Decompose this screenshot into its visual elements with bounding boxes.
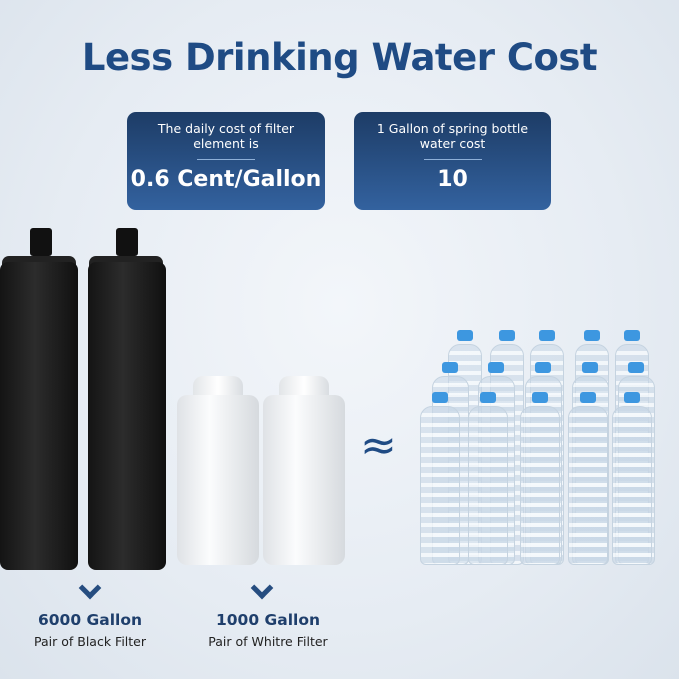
- bottle-cap: [532, 392, 548, 403]
- water-bottle: [468, 406, 508, 565]
- bottle-cap: [584, 330, 600, 341]
- water-bottle: [568, 406, 608, 565]
- card-label: 1 Gallon of spring bottle water cost: [376, 121, 529, 151]
- water-bottle: [612, 406, 652, 565]
- bottle-cap: [432, 392, 448, 403]
- chevron-down-icon: [78, 576, 102, 600]
- page-title: Less Drinking Water Cost: [81, 36, 598, 79]
- bottle-cap: [582, 362, 599, 373]
- approx-icon: ≈: [360, 420, 397, 471]
- bottle-cap: [535, 362, 552, 373]
- black-filter-label: Pair of Black Filter: [34, 634, 146, 649]
- water-bottle: [520, 406, 560, 565]
- divider: [423, 159, 482, 160]
- white-filter-capacity: 1000 Gallon: [215, 611, 321, 629]
- card-value: 0.6 Cent/Gallon: [130, 167, 322, 192]
- bottle-cap: [499, 330, 515, 341]
- bottle-cap: [457, 330, 473, 341]
- bottle-cap: [480, 392, 496, 403]
- bottle-cost-card: 1 Gallon of spring bottle water cost 10: [354, 112, 551, 210]
- water-bottle: [420, 406, 460, 565]
- chevron-down-icon: [250, 576, 274, 600]
- bottle-cap: [580, 392, 596, 403]
- filter-cost-card: The daily cost of filter element is 0.6 …: [127, 112, 325, 210]
- white-filter-label: Pair of Whitre Filter: [208, 634, 328, 649]
- bottle-cap: [539, 330, 555, 341]
- bottle-cap: [624, 330, 640, 341]
- black-filter-capacity: 6000 Gallon: [37, 611, 143, 629]
- bottle-cap: [442, 362, 459, 373]
- bottle-cap: [488, 362, 505, 373]
- card-value: 10: [437, 167, 468, 192]
- card-label: The daily cost of filter element is: [157, 121, 295, 151]
- divider: [197, 159, 255, 160]
- bottle-cap: [624, 392, 640, 403]
- bottle-cap: [628, 362, 645, 373]
